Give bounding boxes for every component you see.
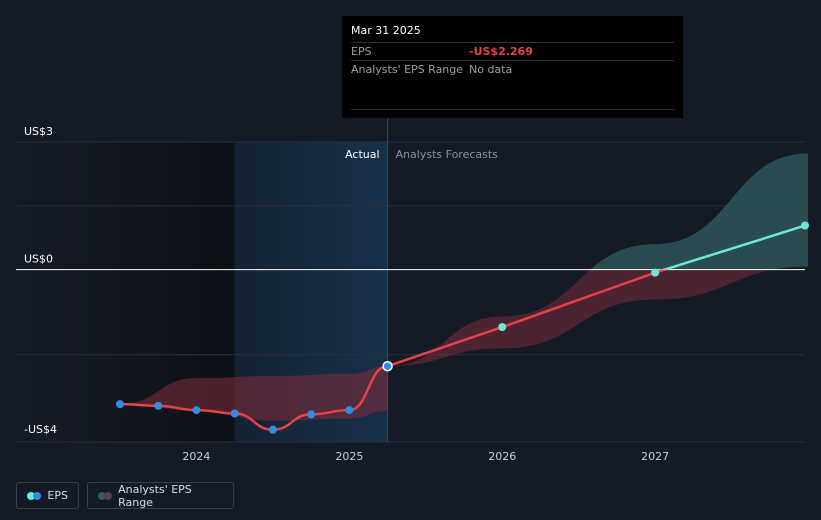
- tooltip-eps-value: -US$2.269: [469, 45, 533, 58]
- actual-section-label: Actual: [345, 148, 379, 161]
- eps-forecast-line-negative: [387, 269, 669, 368]
- eps-actual-point: [307, 410, 316, 419]
- range-legend-icon: [98, 491, 112, 500]
- tooltip-date: Mar 31 2025: [351, 24, 421, 37]
- tooltip-divider: [351, 109, 675, 110]
- eps-actual-point: [230, 409, 239, 418]
- eps-forecast-line-positive: [660, 223, 809, 270]
- y-tick-label: -US$4: [24, 423, 57, 436]
- x-tick-label: 2026: [488, 450, 516, 463]
- tooltip-row-range: Analysts' EPS Range No data: [351, 60, 674, 78]
- past-range-band: [119, 366, 388, 421]
- legend-range-label: Analysts' EPS Range: [118, 482, 192, 509]
- eps-forecast-point: [498, 323, 507, 332]
- eps-forecast-point: [801, 221, 809, 230]
- tooltip-range-label: Analysts' EPS Range: [351, 63, 464, 76]
- eps-actual-point: [192, 406, 201, 415]
- eps-forecast-point: [651, 268, 660, 277]
- tooltip-eps-label: EPS: [351, 45, 372, 58]
- forecast-section-label: Analysts Forecasts: [396, 148, 499, 161]
- tooltip-range-value: No data: [469, 63, 513, 76]
- y-tick-label: US$0: [24, 253, 53, 266]
- eps-actual-point: [115, 400, 124, 409]
- tooltip-row-eps: EPS -US$2.269: [351, 42, 674, 60]
- y-tick-label: US$3: [24, 125, 53, 138]
- legend-eps-range[interactable]: Analysts' EPS Range: [87, 482, 234, 509]
- x-tick-label: 2025: [335, 450, 363, 463]
- x-tick-label: 2027: [641, 450, 669, 463]
- x-tick-label: 2024: [182, 450, 210, 463]
- hover-tooltip: Mar 31 2025 EPS -US$2.269 Analysts' EPS …: [342, 16, 683, 118]
- eps-actual-point: [345, 406, 354, 415]
- eps-actual-point: [382, 360, 393, 372]
- eps-actual-point: [268, 425, 277, 434]
- eps-actual-point: [154, 401, 163, 410]
- eps-legend-icon: [27, 491, 41, 500]
- legend-eps-label: EPS: [47, 489, 68, 502]
- legend-eps[interactable]: EPS: [16, 482, 79, 509]
- forecast-range-band-negative: [387, 269, 773, 367]
- forecast-range-band-positive: [590, 153, 809, 270]
